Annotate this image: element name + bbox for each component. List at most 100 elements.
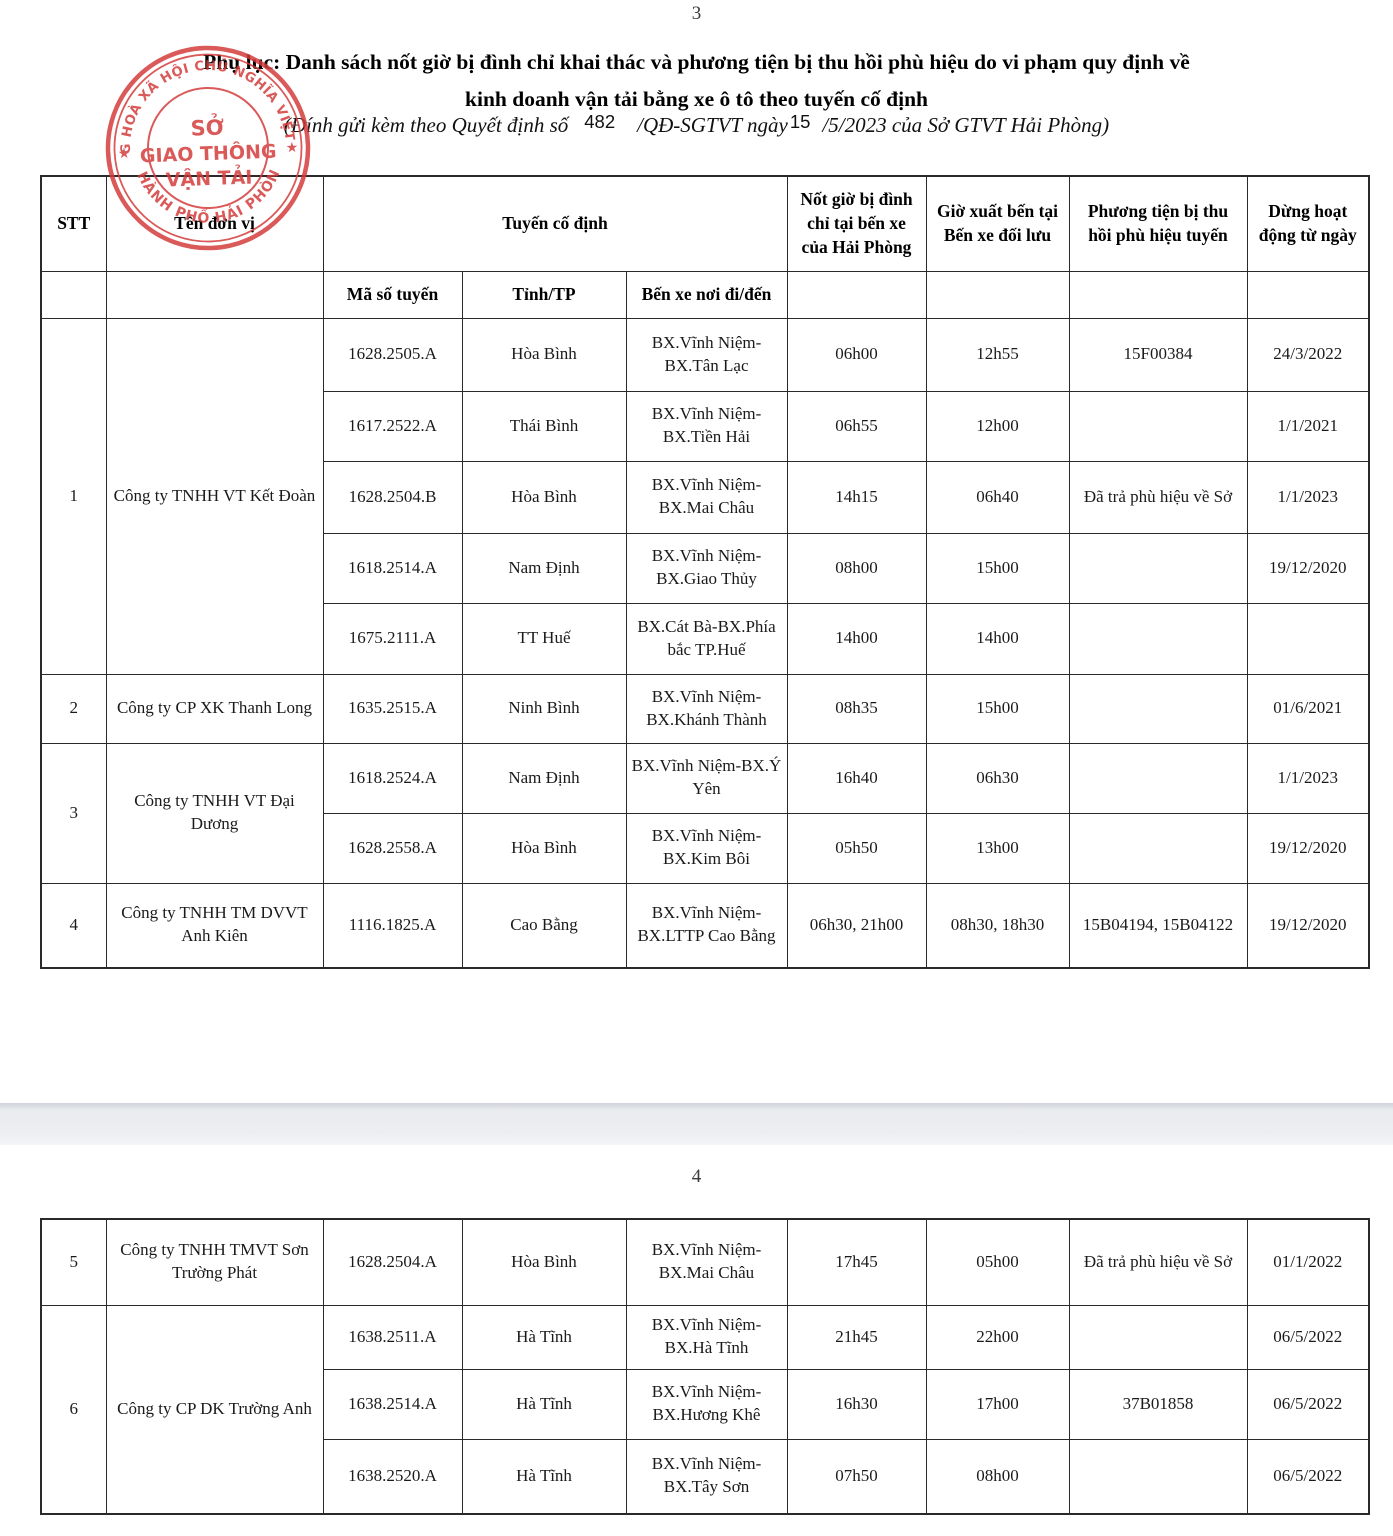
table-row: 4 Công ty TNHH TM DVVT Anh Kiên 1116.182… (40, 882, 1370, 969)
cell-vehicle (1068, 812, 1248, 884)
cell-vehicle: 15F00384 (1068, 317, 1248, 392)
cell-vehicle (1068, 1438, 1248, 1515)
cell-route-code: 1618.2514.A (322, 532, 463, 604)
cell-province: Thái Bình (461, 390, 627, 462)
cell-station: BX.Vĩnh Niệm-BX.Tây Sơn (625, 1438, 788, 1515)
cell-company-name: Công ty CP DK Trường Anh (105, 1304, 324, 1515)
cell-province: Hà Tĩnh (461, 1438, 627, 1515)
cell-stt: 5 (40, 1218, 107, 1306)
cell-departure-time: 15h00 (925, 532, 1070, 604)
cell-station: BX.Vĩnh Niệm-BX.Mai Châu (625, 460, 788, 534)
cell-province: Ninh Bình (461, 673, 627, 744)
header-route-group: Tuyến cố định (322, 175, 788, 272)
cell-departure-time: 17h00 (925, 1368, 1070, 1440)
routes-table-page3: STT Tên đơn vị Tuyến cố định Nốt giờ bị … (40, 175, 1370, 969)
cell-vehicle (1068, 532, 1248, 604)
subtitle-mid: /QĐ-SGTVT ngày (637, 113, 788, 137)
appendix-title-line2: kinh doanh vận tải bằng xe ô tô theo tuy… (465, 87, 928, 111)
cell-company-name: Công ty CP XK Thanh Long (105, 673, 324, 744)
cell-departure-time: 05h00 (925, 1218, 1070, 1306)
cell-departure-time: 22h00 (925, 1304, 1070, 1370)
header-empty-cell (1068, 270, 1248, 319)
table-row: 1638.2520.A Hà Tĩnh BX.Vĩnh Niệm-BX.Tây … (41, 1438, 1370, 1515)
cell-province: Hòa Bình (461, 317, 627, 392)
cell-suspended-slot: 17h45 (786, 1218, 927, 1306)
routes-table-page4: 5 Công ty TNHH TMVT Sơn Trường Phát 1628… (40, 1218, 1370, 1515)
decision-day: 15 (789, 111, 811, 132)
header-empty-cell (925, 270, 1070, 319)
cell-station: BX.Vĩnh Niệm-BX.Tân Lạc (625, 317, 788, 392)
cell-province: Cao Bằng (461, 882, 627, 969)
cell-station: BX.Vĩnh Niệm-BX.Ý Yên (625, 742, 788, 814)
cell-station: BX.Vĩnh Niệm-BX.LTTP Cao Bằng (625, 882, 788, 969)
cell-province: Nam Định (461, 532, 627, 604)
cell-station: BX.Vĩnh Niệm-BX.Mai Châu (625, 1218, 788, 1306)
cell-stopped-date: 06/5/2022 (1246, 1438, 1370, 1515)
cell-station: BX.Cát Bà-BX.Phía bắc TP.Huế (625, 602, 788, 675)
cell-stopped-date: 1/1/2023 (1246, 742, 1370, 814)
cell-stt: 4 (40, 882, 107, 969)
cell-suspended-slot: 06h55 (786, 390, 927, 462)
cell-province: Hòa Bình (461, 460, 627, 534)
header-empty-cell (1246, 270, 1370, 319)
cell-route-code: 1635.2515.A (322, 673, 463, 744)
cell-vehicle (1068, 673, 1248, 744)
cell-station: BX.Vĩnh Niệm-BX.Tiền Hải (625, 390, 788, 462)
appendix-title-line1: Phụ lục: Danh sách nốt giờ bị đình chỉ k… (203, 50, 1190, 74)
header-stt: STT (40, 175, 107, 272)
header-row-1: STT Tên đơn vị Tuyến cố định Nốt giờ bị … (40, 175, 1370, 272)
table-row: 1 Công ty TNHH VT Kết Đoàn 1628.2505.A H… (40, 317, 1370, 675)
cell-route-code: 1628.2504.B (322, 460, 463, 534)
cell-province: TT Huế (461, 602, 627, 675)
cell-suspended-slot: 21h45 (786, 1304, 927, 1370)
table-row: 6 Công ty CP DK Trường Anh 1638.2511.A H… (40, 1304, 1370, 1515)
cell-suspended-slot: 07h50 (786, 1438, 927, 1515)
page-number-3: 3 (691, 3, 702, 24)
subtitle-prefix: (Đính gửi kèm theo Quyết định số (283, 113, 569, 137)
cell-route-code: 1116.1825.A (322, 882, 463, 969)
cell-stopped-date: 1/1/2021 (1246, 390, 1370, 462)
cell-departure-time: 06h30 (925, 742, 1070, 814)
cell-departure-time: 08h00 (925, 1438, 1070, 1515)
header-route-code: Mã số tuyến (322, 270, 463, 319)
header-suspended: Nốt giờ bị đình chỉ tại bến xe của Hải P… (786, 175, 927, 272)
header-row-2: Mã số tuyến Tỉnh/TP Bến xe nơi đi/đến (40, 270, 1370, 319)
cell-stt: 3 (40, 742, 107, 884)
cell-station: BX.Vĩnh Niệm-BX.Khánh Thành (625, 673, 788, 744)
table-row: 3 Công ty TNHH VT Đại Dương 1618.2524.A … (40, 742, 1370, 884)
cell-station: BX.Vĩnh Niệm-BX.Hương Khê (625, 1368, 788, 1440)
header-empty-cell (40, 270, 107, 319)
cell-vehicle: 15B04194, 15B04122 (1068, 882, 1248, 969)
header-empty-cell (786, 270, 927, 319)
header-vehicle: Phương tiện bị thu hồi phù hiệu tuyến (1068, 175, 1248, 272)
cell-stopped-date (1246, 602, 1370, 675)
decision-reference-line: (Đính gửi kèm theo Quyết định số 482/QĐ-S… (50, 111, 1343, 138)
cell-province: Nam Định (461, 742, 627, 814)
cell-stopped-date: 19/12/2020 (1246, 882, 1370, 969)
cell-suspended-slot: 16h40 (786, 742, 927, 814)
cell-company-name: Công ty TNHH TM DVVT Anh Kiên (105, 882, 324, 969)
cell-stopped-date: 1/1/2023 (1246, 460, 1370, 534)
star-icon: ★ (285, 140, 298, 156)
cell-route-code: 1638.2511.A (322, 1304, 463, 1370)
cell-route-code: 1675.2111.A (322, 602, 463, 675)
cell-route-code: 1618.2524.A (322, 742, 463, 814)
decision-number: 482 (584, 111, 616, 132)
cell-station: BX.Vĩnh Niệm-BX.Kim Bôi (625, 812, 788, 884)
cell-stopped-date: 01/6/2021 (1246, 673, 1370, 744)
cell-suspended-slot: 08h00 (786, 532, 927, 604)
cell-suspended-slot: 14h00 (786, 602, 927, 675)
page-gap (0, 1103, 1393, 1145)
header-departure: Giờ xuất bến tại Bến xe đối lưu (925, 175, 1070, 272)
cell-route-code: 1628.2505.A (322, 317, 463, 392)
cell-departure-time: 12h55 (925, 317, 1070, 392)
cell-route-code: 1638.2520.A (322, 1438, 463, 1515)
cell-stt: 1 (40, 317, 107, 675)
cell-vehicle (1068, 1304, 1248, 1370)
cell-suspended-slot: 16h30 (786, 1368, 927, 1440)
cell-stt: 2 (40, 673, 107, 744)
subtitle-suffix: /5/2023 của Sở GTVT Hải Phòng) (822, 113, 1110, 137)
cell-station: BX.Vĩnh Niệm-BX.Hà Tĩnh (625, 1304, 788, 1370)
table-row: 1638.2514.A Hà Tĩnh BX.Vĩnh Niệm-BX.Hươn… (41, 1368, 1370, 1440)
